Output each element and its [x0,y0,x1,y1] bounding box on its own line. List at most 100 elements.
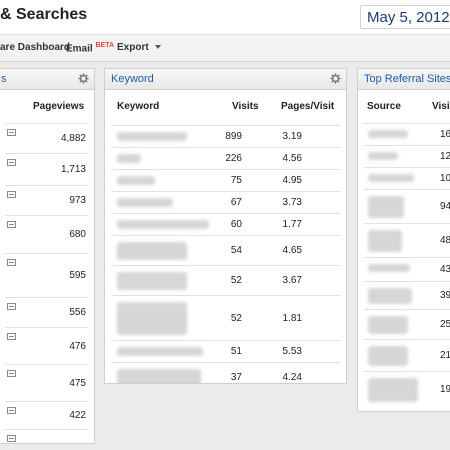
pages-per-visit-value: 5.53 [282,346,302,357]
bar-chart-icon[interactable] [7,435,16,442]
table-row[interactable]: 556 [5,297,88,328]
pages-per-visit-value: 4.95 [282,175,302,186]
pages-per-visit-value: 3.67 [282,275,302,286]
referral-sites-widget: Top Referral Sites Source Visit 165 128 10… [357,68,450,412]
table-row[interactable]: 595 [5,253,88,298]
pages-per-visit-value: 1.81 [282,313,302,324]
bar-chart-icon[interactable] [7,303,16,310]
table-row[interactable]: 390 [5,429,88,443]
redacted-text [117,132,187,141]
redacted-text [117,176,155,185]
column-header-keyword[interactable]: Keyword [117,101,160,112]
bar-chart-icon[interactable] [7,129,16,136]
column-header-pageviews[interactable]: Pageviews [33,101,85,112]
table-row[interactable]: 476 [5,327,88,365]
visits-value: 94 [440,201,450,212]
bar-chart-icon[interactable] [7,221,16,228]
gear-icon[interactable] [330,73,341,84]
bar-chart-icon[interactable] [7,333,16,340]
redacted-text [368,196,404,218]
column-header-source[interactable]: Source [367,101,401,112]
redacted-text [368,316,408,334]
pageviews-value: 4,882 [60,133,86,144]
page-title: & Searches [0,6,88,23]
pages-per-visit-value: 4.56 [282,153,302,164]
redacted-text [117,347,203,356]
table-row[interactable]: 37 4.24 [111,362,340,383]
table-row[interactable]: 75 4.95 [111,169,340,192]
table-row[interactable]: 21 [364,339,450,372]
bar-chart-icon[interactable] [7,259,16,266]
table-row[interactable]: 680 [5,215,88,254]
column-header-visits[interactable]: Visit [432,101,450,112]
visits-value: 128 [440,151,450,162]
table-row[interactable]: 128 [364,145,450,168]
pageviews-value: 595 [69,270,86,281]
table-row[interactable]: 52 3.67 [111,265,340,296]
keyword-widget-header: Keyword [105,69,346,90]
table-row[interactable]: 475 [5,364,88,402]
visits-value: 43 [440,264,450,275]
chevron-down-icon [155,45,162,50]
column-header-pages-per-visit[interactable]: Pages/Visit [281,101,335,112]
pageviews-value: 1,713 [60,164,86,175]
share-dashboard-button[interactable]: are Dashboard [0,42,71,53]
table-row[interactable]: 25 [364,309,450,340]
table-row[interactable]: 43 [364,257,450,282]
export-menu-button[interactable]: Export [117,42,162,53]
table-row[interactable]: 4,882 [5,123,88,154]
redacted-text [117,302,187,335]
email-button[interactable]: Email BETA [66,42,114,54]
pageviews-value: 973 [69,195,86,206]
redacted-text [117,198,173,207]
table-row[interactable]: 226 4.56 [111,147,340,170]
pages-per-visit-value: 3.19 [282,131,302,142]
visits-value: 25 [440,319,450,330]
table-row[interactable]: 19 [364,371,450,408]
redacted-text [117,272,187,290]
visits-value: 21 [440,350,450,361]
redacted-text [117,220,209,229]
column-header-visits[interactable]: Visits [232,101,259,112]
redacted-text [368,288,412,304]
table-row[interactable]: 105 [364,167,450,190]
table-row[interactable]: 67 3.73 [111,191,340,214]
bar-chart-icon[interactable] [7,191,16,198]
redacted-text [368,152,398,160]
pages-per-visit-value: 4.24 [282,372,302,383]
table-row[interactable]: 899 3.19 [111,125,340,148]
visits-value: 899 [225,131,242,142]
table-row[interactable]: 48 [364,223,450,258]
redacted-text [368,230,402,252]
visits-value: 51 [230,346,242,357]
bar-chart-icon[interactable] [7,159,16,166]
pageviews-value: 422 [69,410,86,421]
table-row[interactable]: 51 5.53 [111,340,340,363]
redacted-text [117,242,187,260]
dashboard-header: & Searches May 5, 2012 - J [0,0,450,34]
bar-chart-icon[interactable] [7,407,16,414]
referral-sites-widget-title: Top Referral Sites [364,73,450,85]
dashboard-toolbar: are Dashboard Email BETA Export [0,34,450,62]
table-row[interactable]: 52 1.81 [111,295,340,341]
redacted-text [368,346,408,366]
bar-chart-icon[interactable] [7,370,16,377]
redacted-text [117,154,141,163]
table-row[interactable]: 39 [364,281,450,310]
beta-badge: BETA [95,42,115,49]
table-row[interactable]: 973 [5,185,88,216]
table-row[interactable]: 165 [364,123,450,146]
table-row[interactable]: 1,713 [5,153,88,186]
visits-value: 105 [440,173,450,184]
table-row[interactable]: 54 4.65 [111,235,340,266]
date-range-picker[interactable]: May 5, 2012 - J [360,5,450,29]
pages-widget-header: s [0,69,94,90]
table-row[interactable]: 94 [364,189,450,224]
gear-icon[interactable] [78,73,89,84]
table-row[interactable]: 60 1.77 [111,213,340,236]
visits-value: 54 [230,245,242,256]
redacted-text [368,378,418,402]
visits-value: 19 [440,384,450,395]
referral-sites-widget-header: Top Referral Sites [358,69,450,90]
table-row[interactable]: 422 [5,401,88,430]
